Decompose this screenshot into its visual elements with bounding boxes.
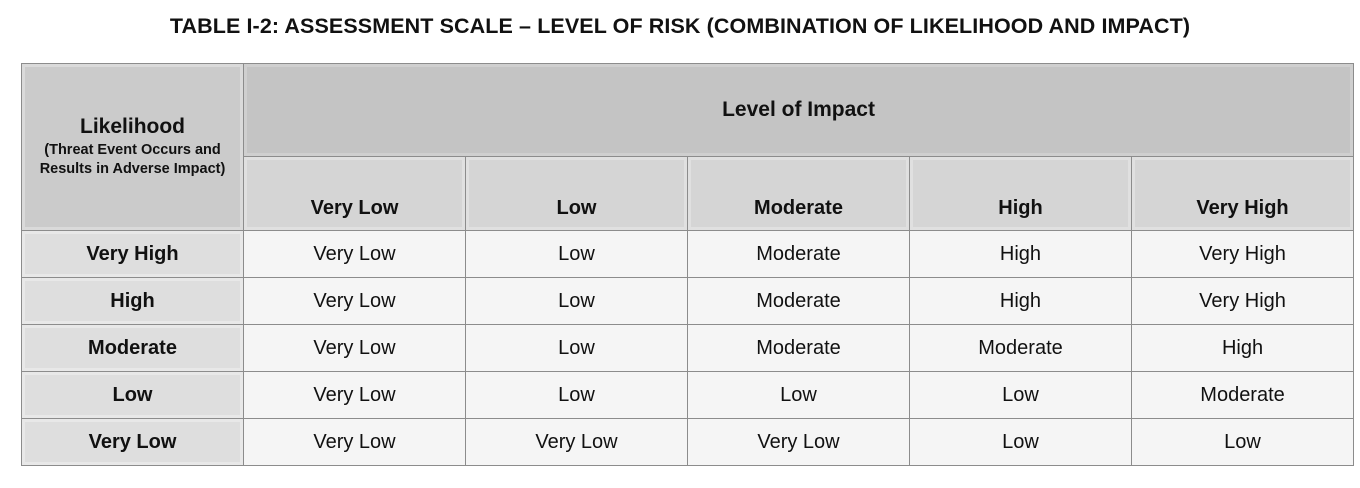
- table-cell: Very Low: [243, 230, 466, 278]
- table-cell: High: [909, 230, 1132, 278]
- table-cell: Very Low: [243, 371, 466, 419]
- table-cell: High: [909, 277, 1132, 325]
- column-header-label: Very Low: [310, 197, 399, 219]
- table-row: Low Very Low Low Low Low Moderate: [21, 371, 1355, 419]
- impact-header-row: Likelihood (Threat Event Occurs and Resu…: [21, 63, 1355, 231]
- table-row: High Very Low Low Moderate High Very Hig…: [21, 277, 1355, 325]
- column-header-low: Low: [465, 156, 688, 231]
- column-header-label: Very High: [1196, 197, 1289, 219]
- column-header-very-low: Very Low: [243, 156, 466, 231]
- column-header-very-high: Very High: [1130, 156, 1355, 231]
- table-cell: High: [1130, 324, 1355, 372]
- table-row: Very Low Very Low Very Low Very Low Low …: [21, 418, 1355, 466]
- risk-level-table: Likelihood (Threat Event Occurs and Resu…: [21, 63, 1355, 466]
- row-header-very-low: Very Low: [21, 418, 244, 466]
- row-header-very-high: Very High: [21, 230, 244, 278]
- table-cell: Very Low: [687, 418, 910, 466]
- table-cell: Low: [465, 230, 688, 278]
- table-cell: Very High: [1130, 277, 1355, 325]
- likelihood-label: Likelihood: [80, 115, 185, 138]
- table-title: TABLE I-2: ASSESSMENT SCALE – LEVEL OF R…: [169, 14, 1191, 38]
- row-header-high: High: [21, 277, 244, 325]
- table-cell: Low: [909, 371, 1132, 419]
- table-cell: Low: [465, 277, 688, 325]
- table-row: Very High Very Low Low Moderate High Ver…: [21, 230, 1355, 278]
- impact-header-cell: Level of Impact: [242, 63, 1355, 157]
- table-cell: Moderate: [687, 277, 910, 325]
- table-row: Moderate Very Low Low Moderate Moderate …: [21, 324, 1355, 372]
- table-cell: Very Low: [465, 418, 688, 466]
- column-header-label: High: [998, 197, 1043, 219]
- table-cell: Low: [687, 371, 910, 419]
- table-cell: Moderate: [909, 324, 1132, 372]
- table-cell: Low: [465, 324, 688, 372]
- table-cell: Low: [909, 418, 1132, 466]
- table-cell: Low: [465, 371, 688, 419]
- column-header-high: High: [909, 156, 1132, 231]
- table-cell: Very Low: [243, 324, 466, 372]
- column-header-label: Moderate: [754, 197, 843, 219]
- table-cell: Very Low: [243, 418, 466, 466]
- row-header-low: Low: [21, 371, 244, 419]
- table-cell: Low: [1130, 418, 1355, 466]
- likelihood-sublabel: (Threat Event Occurs and Results in Adve…: [39, 142, 226, 177]
- column-header-row: Very Low Low Moderate High Very High: [22, 156, 1355, 231]
- table-cell: Moderate: [687, 230, 910, 278]
- table-cell: Very Low: [243, 277, 466, 325]
- table-cell: Moderate: [687, 324, 910, 372]
- column-header-moderate: Moderate: [687, 156, 910, 231]
- likelihood-header-cell: Likelihood (Threat Event Occurs and Resu…: [21, 63, 244, 231]
- column-header-label: Low: [556, 197, 597, 219]
- table-cell: Very High: [1130, 230, 1355, 278]
- table-cell: Moderate: [1130, 371, 1355, 419]
- row-header-moderate: Moderate: [21, 324, 244, 372]
